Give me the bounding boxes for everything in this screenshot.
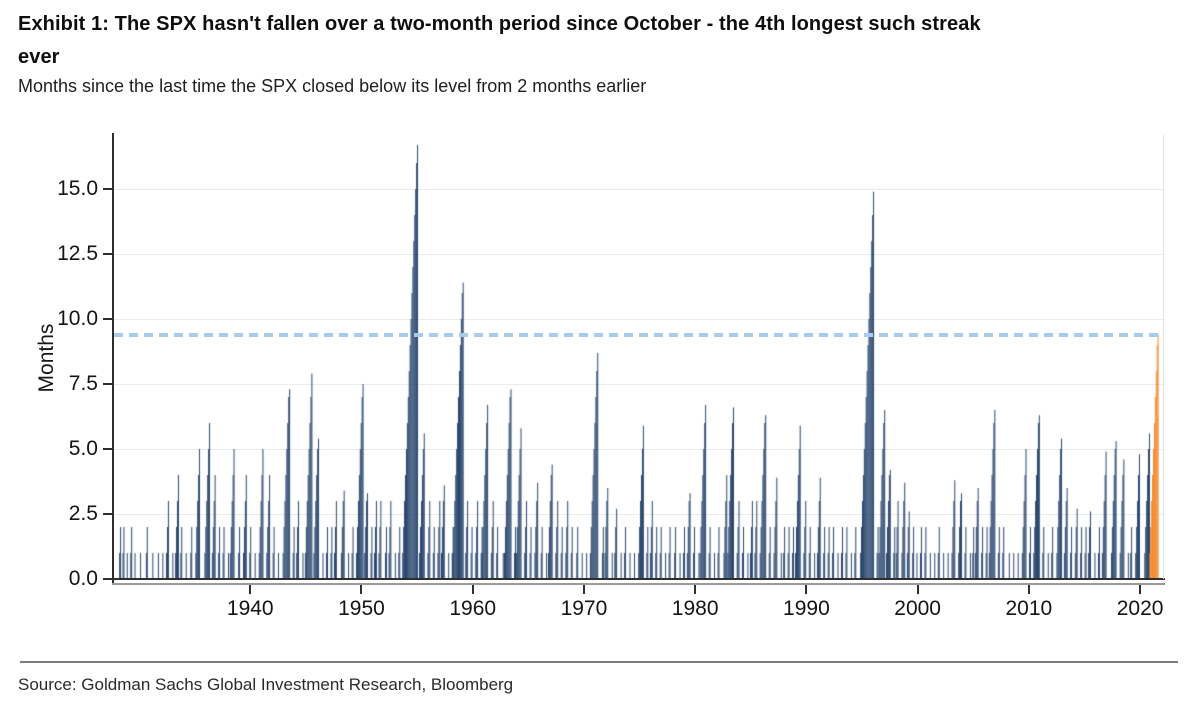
x-tick-label-2000: 2000 <box>894 597 941 620</box>
bars-layer <box>114 135 1163 579</box>
x-tick-label-2020: 2020 <box>1116 597 1164 620</box>
x-tick-label-1970: 1970 <box>560 597 608 620</box>
y-tick-mark-7.5 <box>103 383 112 386</box>
y-tick-label-0.0: 0.0 <box>68 567 98 590</box>
x-tick-label-1990: 1990 <box>783 597 830 620</box>
exhibit-title-line2: ever <box>18 46 60 68</box>
y-tick-label-12.5: 12.5 <box>57 242 98 266</box>
y-tick-mark-0.0 <box>103 578 112 580</box>
y-tick-mark-12.5 <box>103 253 112 256</box>
y-tick-label-15.0: 15.0 <box>57 177 98 201</box>
x-tick-label-1940: 1940 <box>226 597 274 620</box>
y-tick-mark-15.0 <box>103 188 112 191</box>
y-tick-mark-5.0 <box>103 448 112 451</box>
y-tick-label-5.0: 5.0 <box>68 437 98 461</box>
x-tick-mark-1960 <box>471 585 474 594</box>
streak-bar-chart: Months 0.0 2.5 5.0 7.5 10.0 12.5 15.0 1940 1950… <box>35 133 1165 620</box>
x-tick-label-1980: 1980 <box>671 597 719 620</box>
footer-divider <box>20 661 1178 663</box>
x-axis-line <box>112 578 1165 580</box>
chart-subtitle: Months since the last time the SPX close… <box>18 76 647 96</box>
y-tick-label-2.5: 2.5 <box>68 502 98 525</box>
source-note: Source: Goldman Sachs Global Investment … <box>18 675 514 694</box>
plot-right-border <box>1163 135 1164 579</box>
x-tick-label-1960: 1960 <box>449 597 497 620</box>
x-axis-outer-line <box>112 583 1165 585</box>
y-tick-mark-2.5 <box>103 513 112 515</box>
x-tick-mark-1940 <box>249 585 252 594</box>
x-tick-mark-2010 <box>1027 585 1030 594</box>
y-axis-line <box>112 133 114 584</box>
x-tick-label-1950: 1950 <box>338 597 385 620</box>
exhibit-title: Exhibit 1: The SPX hasn't fallen over a … <box>18 8 1183 74</box>
x-tick-mark-2020 <box>1139 585 1142 594</box>
x-tick-label-2010: 2010 <box>1005 597 1053 620</box>
x-tick-mark-1990 <box>805 585 808 594</box>
x-tick-mark-1950 <box>360 585 363 594</box>
y-tick-label-7.5: 7.5 <box>68 372 98 396</box>
x-tick-mark-2000 <box>916 585 919 594</box>
y-tick-label-10.0: 10.0 <box>57 307 98 331</box>
current-streak-reference-line <box>114 332 1160 337</box>
y-tick-mark-10.0 <box>103 318 112 321</box>
x-tick-mark-1970 <box>582 585 585 594</box>
exhibit-title-line1: Exhibit 1: The SPX hasn't fallen over a … <box>18 13 981 35</box>
x-tick-mark-1980 <box>694 585 697 594</box>
